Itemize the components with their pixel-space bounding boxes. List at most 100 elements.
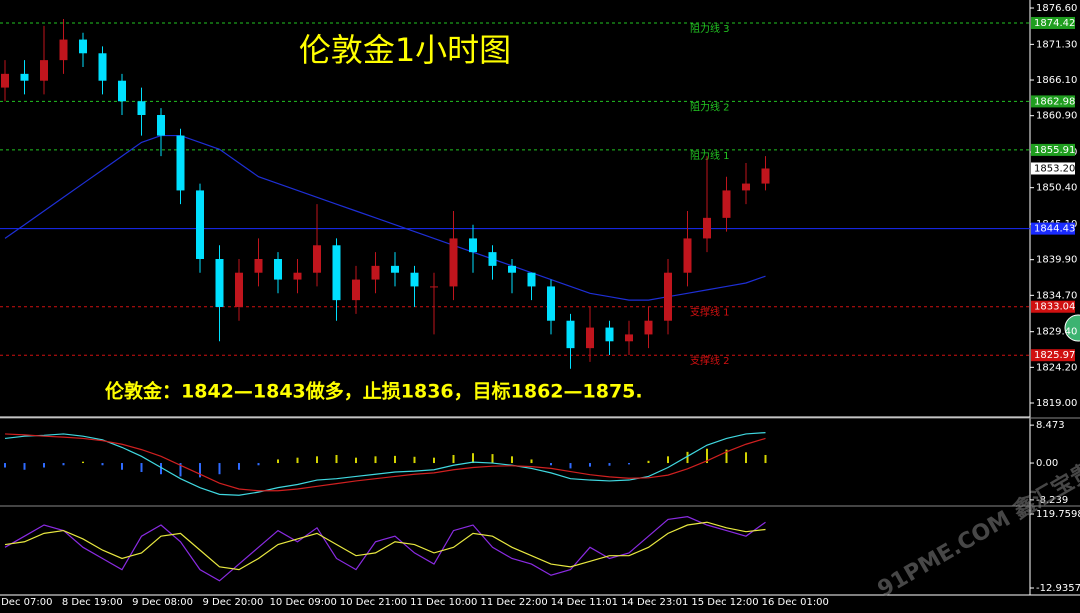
- price-box: [1031, 162, 1075, 175]
- level-box: [1031, 300, 1075, 313]
- level-name: 支撑线 2: [690, 354, 730, 367]
- histogram-bar: [569, 463, 572, 469]
- x-tick-label: 11 Dec 10:00: [410, 597, 477, 608]
- level-box: [1031, 143, 1075, 156]
- y-tick-label: 1850.40: [1036, 183, 1077, 194]
- x-tick-label: 14 Dec 11:01: [551, 597, 618, 608]
- histogram-bar: [647, 460, 650, 464]
- y-tick-label: 1824.20: [1036, 362, 1077, 373]
- candle-body: [313, 245, 321, 273]
- y-tick-label: 1871.30: [1036, 39, 1077, 50]
- histogram-bar: [335, 454, 338, 464]
- histogram-bar: [491, 454, 494, 464]
- histogram-bar: [608, 463, 611, 466]
- y-tick-label: 119.7598: [1036, 509, 1080, 520]
- candle-body: [20, 73, 29, 81]
- x-tick-label: 16 Dec 01:00: [762, 597, 829, 608]
- level-value: 1855.91: [1034, 145, 1075, 156]
- x-tick-label: 10 Dec 09:00: [270, 597, 337, 608]
- level-name: 阻力线 3: [690, 22, 730, 35]
- candle-body: [703, 217, 711, 239]
- histogram-bar: [257, 463, 260, 466]
- y-tick-label: 1876.60: [1036, 3, 1077, 14]
- histogram-bar: [667, 456, 669, 464]
- level-name: 阻力线 1: [690, 149, 730, 162]
- x-tick-label: 10 Dec 21:00: [340, 597, 407, 608]
- histogram-bar: [706, 448, 708, 464]
- histogram-bar: [686, 451, 689, 464]
- indicator-line: [4, 521, 766, 571]
- histogram-bar: [277, 459, 279, 464]
- histogram-bar: [472, 453, 474, 464]
- y-tick-label: 1860.90: [1036, 111, 1077, 122]
- histogram-bar: [23, 463, 26, 470]
- level-name: 支撑线 1: [690, 306, 730, 319]
- candle-body: [274, 258, 282, 280]
- current-price: 1853.20: [1034, 163, 1075, 174]
- indicator-line: [4, 433, 766, 492]
- histogram-bar: [374, 456, 377, 464]
- candle-body: [59, 39, 68, 61]
- histogram-bar: [160, 463, 162, 475]
- candle-body: [410, 272, 419, 287]
- candle-body: [371, 265, 380, 280]
- histogram-bar: [199, 463, 201, 478]
- candle-body: [293, 272, 302, 280]
- level-box: [1031, 95, 1075, 108]
- candle-body: [40, 60, 48, 81]
- candle-body: [566, 320, 575, 349]
- histogram-bar: [296, 457, 299, 464]
- y-tick-label: 8.473: [1036, 420, 1065, 431]
- y-tick-label: -12.9357: [1036, 583, 1080, 594]
- histogram-bar: [62, 463, 65, 466]
- histogram-bar: [511, 456, 513, 464]
- candle-body: [742, 183, 750, 191]
- histogram-bar: [218, 463, 221, 475]
- candle-body: [254, 258, 263, 273]
- candle-body: [1, 73, 9, 88]
- candle-body: [527, 272, 536, 287]
- histogram-bar: [433, 457, 435, 464]
- candle-body: [449, 238, 458, 287]
- candle-body: [722, 190, 731, 218]
- indicator-line: [4, 134, 766, 301]
- histogram-bar: [355, 457, 357, 464]
- candle-body: [196, 190, 204, 259]
- histogram-bar: [82, 461, 84, 464]
- level-name: 阻力线 2: [690, 100, 730, 113]
- candle-body: [508, 265, 516, 273]
- candle-body: [469, 238, 477, 253]
- histogram-bar: [550, 463, 552, 466]
- histogram-bar: [764, 454, 767, 464]
- level-value: 1833.04: [1034, 302, 1075, 313]
- candle-body: [391, 265, 399, 273]
- y-tick-label: 1834.70: [1036, 290, 1077, 301]
- histogram-bar: [4, 463, 6, 468]
- badge: [1064, 314, 1080, 342]
- histogram-bar: [121, 463, 123, 470]
- histogram-bar: [452, 454, 455, 464]
- candle-body: [664, 272, 672, 321]
- candle-body: [137, 101, 146, 115]
- y-tick-label: 1829.40: [1036, 327, 1077, 338]
- candle-body: [215, 258, 224, 307]
- histogram-bar: [628, 463, 630, 465]
- indicator-line: [4, 516, 766, 582]
- x-tick-label: 14 Dec 23:01: [621, 597, 688, 608]
- candle-body: [761, 168, 770, 184]
- histogram-bar: [589, 463, 591, 467]
- histogram-bar: [745, 452, 747, 464]
- histogram-bar: [179, 463, 182, 477]
- histogram-bar: [394, 455, 396, 464]
- y-tick-label: -8.239: [1036, 495, 1068, 506]
- x-tick-label: 11 Dec 22:00: [480, 597, 547, 608]
- histogram-bar: [413, 456, 416, 464]
- candle-body: [547, 286, 555, 321]
- candle-body: [430, 286, 438, 288]
- x-tick-label: 9 Dec 20:00: [202, 597, 263, 608]
- candle-body: [586, 327, 594, 349]
- candle-body: [118, 80, 126, 102]
- x-tick-label: 8 Dec 19:00: [62, 597, 123, 608]
- candle-body: [79, 39, 87, 54]
